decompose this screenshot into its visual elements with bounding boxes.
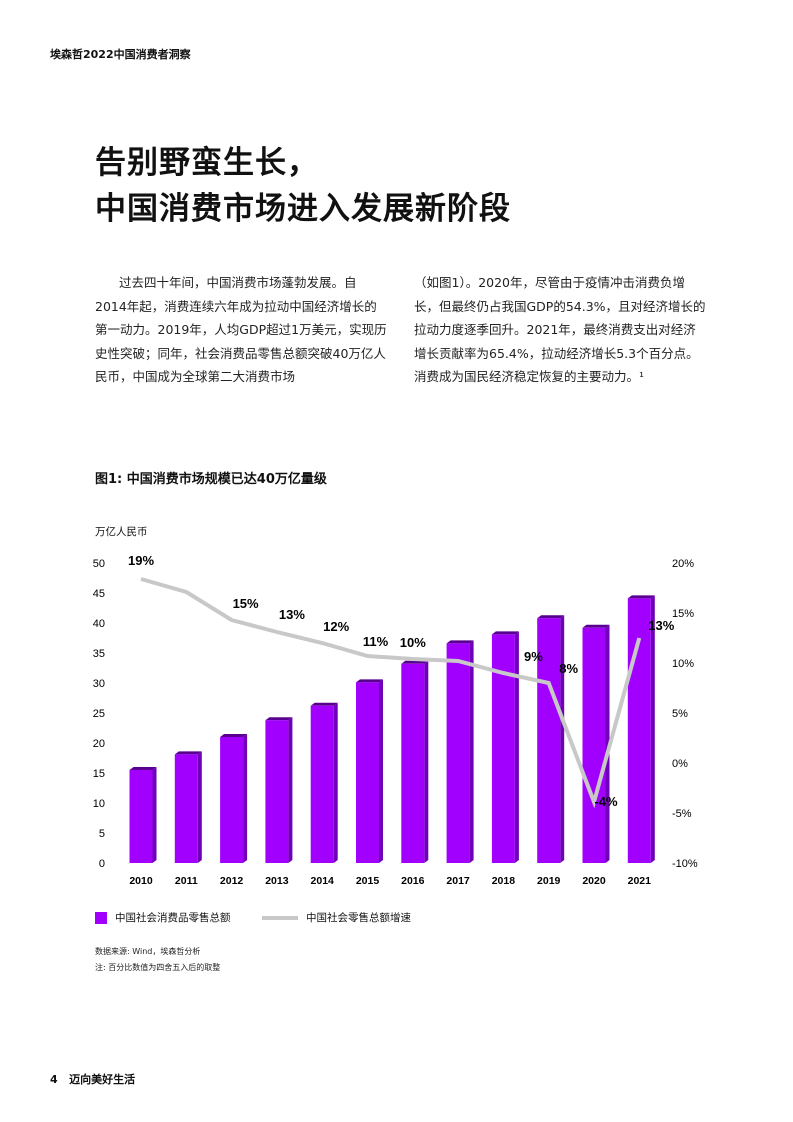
legend-swatch-line (262, 915, 298, 920)
y-tick-label: 40 (93, 618, 105, 630)
legend-bar: 中国社会消费品零售总额 (95, 910, 231, 925)
chart: 0 5 10 15 20 25 30 35 40 45 50 -10% -5% 0% 5% 10% 15% 20%… (93, 553, 698, 887)
y-tick-label: 30 (93, 678, 105, 690)
data-label: 11% (363, 634, 389, 649)
data-label: -4% (594, 794, 618, 809)
x-tick-label: 2021 (628, 875, 652, 887)
bar (310, 705, 334, 863)
data-label: 13% (279, 607, 305, 622)
y-tick-label: 0 (99, 858, 105, 870)
bar-side (243, 734, 248, 863)
legend-label: 中国社会零售总额增速 (306, 912, 411, 924)
bar-top (174, 751, 202, 755)
y2-tick-label: 15% (672, 608, 694, 620)
page-title: 告别野蛮生长， 中国消费市场进入发展新阶段 (95, 140, 511, 232)
body-text-left: 过去四十年间，中国消费市场蓬勃发展。自2014年起，消费连续六年成为拉动中国经济… (95, 275, 387, 384)
report-header: 埃森哲2022中国消费者洞察 (50, 48, 191, 61)
x-tick-label: 2015 (356, 875, 380, 887)
x-tick-label: 2012 (220, 875, 244, 887)
bar-side (379, 679, 383, 863)
bar (220, 737, 244, 863)
bar-side (152, 767, 157, 863)
y2-tick-label: -5% (672, 808, 692, 820)
bar-top (356, 679, 383, 683)
bar (265, 720, 289, 863)
x-tick-label: 2013 (265, 875, 289, 887)
bar-side (197, 751, 202, 863)
bar (174, 754, 198, 863)
y-tick-label: 15 (93, 768, 105, 780)
y-axis-unit: 万亿人民币 (95, 526, 148, 538)
x-tick-label: 2017 (446, 875, 470, 887)
data-label: 19% (128, 553, 154, 568)
bar (129, 770, 153, 863)
y-tick-label: 50 (93, 558, 105, 570)
bar-side (560, 615, 565, 863)
data-label: 15% (233, 596, 259, 611)
section-name: 迈向美好生活 (69, 1073, 136, 1086)
bar-top (265, 717, 293, 721)
bar (491, 634, 515, 863)
bar (356, 682, 379, 863)
bar-top (491, 631, 519, 635)
y-tick-label: 25 (93, 708, 105, 720)
bar-top (220, 734, 248, 737)
x-tick-label: 2014 (311, 875, 335, 887)
bar-side (605, 624, 610, 863)
x-tick-label: 2019 (537, 875, 561, 887)
data-label: 10% (400, 635, 426, 650)
x-tick-label: 2011 (175, 875, 198, 887)
y2-tick-label: 20% (672, 558, 694, 570)
bar-top (537, 615, 565, 619)
y2-tick-label: 0% (672, 758, 688, 770)
body-text-right: （如图1）。2020年，尽管由于疫情冲击消费负增长，但最终仍占我国GDP的54.… (414, 275, 706, 384)
x-tick-label: 2016 (401, 875, 425, 887)
title-line-1: 告别野蛮生长， (95, 145, 319, 181)
y-tick-label: 20 (93, 738, 105, 750)
data-label: 12% (323, 619, 349, 634)
x-tick-label: 2020 (582, 875, 606, 887)
page-footer: 4 迈向美好生活 (50, 1071, 135, 1087)
bar (401, 663, 425, 863)
bar-side (288, 717, 293, 863)
y-tick-label: 5 (99, 828, 105, 840)
footnote: 注: 百分比数值为四舍五入后的取整 (95, 963, 221, 972)
bar-side (469, 640, 474, 863)
y-tick-label: 35 (93, 648, 105, 660)
bar-side (424, 660, 429, 863)
y-tick-label: 45 (93, 588, 105, 600)
figure-title: 图1: 中国消费市场规模已达40万亿量级 (95, 472, 327, 487)
data-label: 13% (648, 618, 674, 633)
x-tick-label: 2010 (129, 875, 153, 887)
x-tick-label: 2018 (492, 875, 516, 887)
bar-top (310, 702, 338, 706)
bar-top (401, 660, 429, 664)
bar (537, 618, 561, 863)
bar (446, 643, 470, 863)
title-line-2: 中国消费市场进入发展新阶段 (95, 191, 511, 227)
legend-swatch-bar (95, 911, 107, 924)
bar-side (514, 631, 519, 863)
page-number: 4 (50, 1073, 58, 1086)
bar-side (333, 702, 338, 863)
y2-tick-label: -10% (672, 858, 698, 870)
bar-top (627, 595, 655, 599)
data-source: 数据来源: Wind，埃森哲分析 (95, 947, 201, 956)
bar-side (650, 595, 655, 863)
y2-tick-label: 5% (672, 708, 688, 720)
legend-line: 中国社会零售总额增速 (262, 910, 411, 925)
data-label: 8% (559, 661, 578, 676)
y2-tick-label: 10% (672, 658, 694, 670)
bar-top (582, 624, 610, 628)
legend-label: 中国社会消费品零售总额 (115, 912, 231, 924)
growth-line (140, 577, 642, 809)
y-tick-label: 10 (93, 798, 105, 810)
bar-top (129, 767, 157, 770)
bar (582, 627, 606, 863)
bar-top (446, 640, 474, 644)
data-label: 9% (524, 649, 543, 664)
